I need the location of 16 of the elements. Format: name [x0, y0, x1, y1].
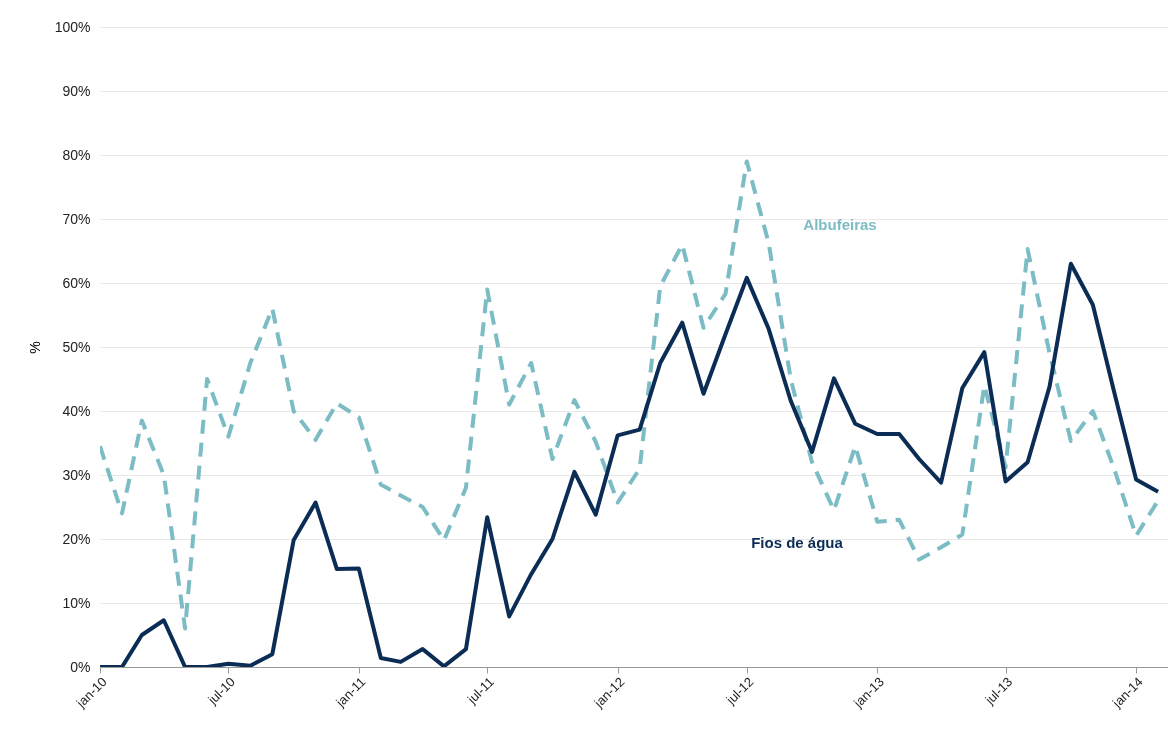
y-tick-label: 40%	[62, 402, 91, 419]
y-tick-label: 70%	[62, 210, 91, 227]
y-tick-label: 10%	[62, 594, 91, 611]
y-tick-label: 100%	[54, 18, 91, 35]
text: Albufeiras	[803, 216, 877, 233]
y-tick-label: 60%	[62, 274, 91, 291]
y-tick-label: 20%	[62, 530, 91, 547]
y-tick-label: 90%	[62, 82, 91, 99]
line-series	[100, 261, 1161, 667]
text: Fios de água	[751, 534, 844, 551]
y-tick-label: 30%	[62, 466, 91, 483]
y-tick-label: 50%	[62, 338, 91, 355]
y-tick-label: 80%	[62, 146, 91, 163]
y-tick-label: 0%	[70, 658, 91, 675]
line-series	[100, 159, 1161, 631]
y-axis-title: %	[26, 341, 43, 354]
